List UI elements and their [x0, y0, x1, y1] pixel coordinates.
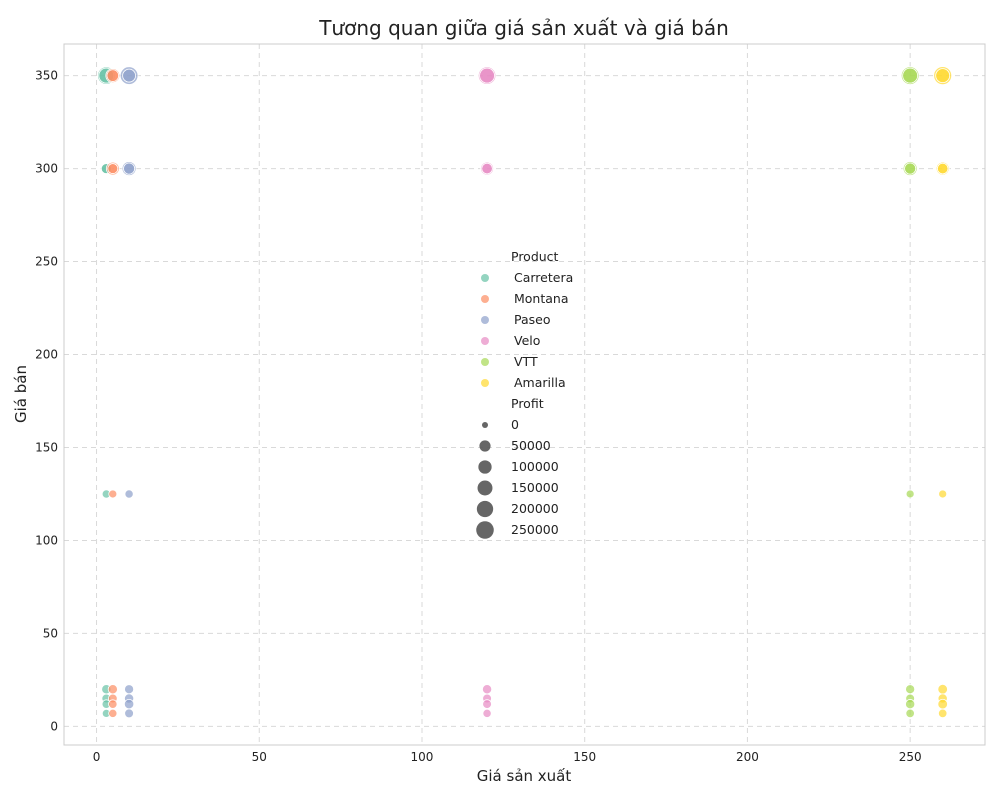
- legend-size-label: 100000: [511, 459, 559, 474]
- legend-item-label: VTT: [514, 354, 538, 369]
- x-tick-label: 250: [899, 750, 922, 764]
- plot-frame: [63, 43, 986, 746]
- y-tick-label: 250: [35, 255, 58, 269]
- x-tick-label: 100: [411, 750, 434, 764]
- data-point-paseo: [122, 68, 136, 83]
- y-tick-label: 300: [35, 162, 58, 176]
- legend-size-marker: [479, 440, 491, 452]
- y-axis-label: Giá bán: [12, 365, 30, 423]
- legend-size-label: 250000: [511, 522, 559, 537]
- y-tick-label: 200: [35, 348, 58, 362]
- legend-item-label: Montana: [514, 291, 569, 306]
- data-point-montana: [108, 708, 118, 718]
- data-point-velo: [482, 708, 492, 718]
- legend-marker-carretera: [481, 274, 489, 282]
- data-point-amarilla: [938, 489, 948, 499]
- data-point-montana: [107, 684, 118, 695]
- legend-size-marker: [477, 480, 493, 496]
- data-point-vtt: [904, 162, 917, 175]
- legend-item-label: Velo: [514, 333, 540, 348]
- y-tick-label: 50: [43, 626, 58, 640]
- data-point-velo: [479, 67, 495, 84]
- data-points: [97, 66, 953, 719]
- data-point-vtt: [902, 67, 919, 84]
- data-point-vtt: [905, 708, 915, 719]
- y-tick-label: 0: [50, 719, 58, 733]
- legend-size-marker: [482, 422, 488, 428]
- data-point-amarilla: [935, 68, 951, 84]
- legend-size-label: 50000: [511, 438, 551, 453]
- legend-size-label: 0: [511, 417, 519, 432]
- legend-marker-velo: [481, 337, 489, 345]
- data-point-paseo: [123, 698, 135, 710]
- legend-marker-vtt: [481, 358, 489, 366]
- data-point-vtt: [905, 684, 916, 695]
- tick-labels: 0 50 100 150 200 250 0 50 100 150 200 250 300 350: [35, 69, 922, 764]
- grid: [64, 44, 985, 745]
- data-point-paseo: [124, 708, 134, 719]
- legend-size-label: 150000: [511, 480, 559, 495]
- y-tick-label: 150: [35, 440, 58, 454]
- data-point-velo: [482, 699, 492, 709]
- data-point-vtt: [905, 699, 916, 710]
- x-axis-label: Giá sản xuất: [477, 767, 572, 785]
- y-tick-label: 350: [35, 69, 58, 83]
- data-point-paseo: [123, 162, 136, 175]
- data-point-montana: [106, 69, 120, 82]
- data-point-paseo: [124, 684, 135, 695]
- data-point-montana: [108, 489, 118, 499]
- legend-item-label: Amarilla: [514, 375, 566, 390]
- legend-size-marker: [478, 460, 492, 474]
- x-tick-label: 200: [736, 750, 759, 764]
- chart-title: Tương quan giữa giá sản xuất và giá bán: [318, 16, 729, 40]
- legend-size-title: Profit: [511, 396, 544, 411]
- legend-size-label: 200000: [511, 501, 559, 516]
- data-point-amarilla: [938, 708, 948, 719]
- y-tick-label: 100: [35, 533, 58, 547]
- data-point-amarilla: [936, 162, 949, 175]
- x-tick-label: 150: [573, 750, 596, 764]
- legend-hue-title: Product: [511, 249, 559, 264]
- data-point-velo: [481, 162, 493, 175]
- data-point-amarilla: [937, 698, 948, 710]
- x-tick-label: 0: [93, 750, 101, 764]
- x-tick-label: 50: [252, 750, 267, 764]
- data-point-paseo: [124, 489, 134, 499]
- data-point-montana: [107, 163, 119, 174]
- data-point-velo: [482, 684, 493, 695]
- legend-marker-montana: [481, 295, 489, 303]
- legend-item-label: Carretera: [514, 270, 573, 285]
- legend-marker-paseo: [481, 316, 489, 324]
- legend-size-marker: [476, 521, 494, 539]
- legend-marker-amarilla: [481, 379, 489, 387]
- legend-item-label: Paseo: [514, 312, 551, 327]
- data-point-vtt: [905, 489, 915, 499]
- legend: Product Carretera Montana Paseo Velo VTT Amari…: [476, 249, 573, 539]
- data-point-amarilla: [937, 683, 948, 695]
- legend-size-marker: [476, 500, 494, 518]
- data-point-montana: [108, 699, 118, 709]
